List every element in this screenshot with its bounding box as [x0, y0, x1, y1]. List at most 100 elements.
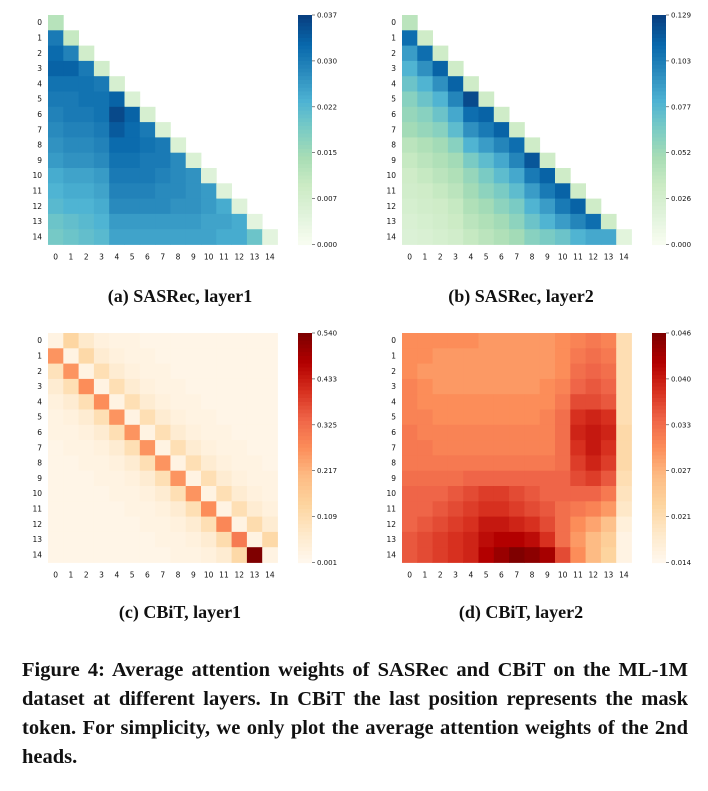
heatmap-cell [246, 409, 263, 426]
colorbar-segment [652, 378, 666, 384]
heatmap-cell [417, 486, 433, 502]
colorbar-segment [298, 535, 312, 541]
y-tick-label: 3 [37, 382, 42, 391]
colorbar-segment [652, 440, 666, 445]
y-tick-label: 10 [32, 489, 42, 498]
heatmap-cell [585, 531, 602, 548]
heatmap-cell [78, 76, 95, 92]
heatmap-cell [478, 394, 495, 410]
heatmap-cell [478, 501, 495, 517]
colorbar-segment [298, 375, 312, 380]
heatmap-cell [570, 531, 586, 548]
heatmap-cell [231, 409, 248, 426]
heatmap-cell [432, 516, 449, 533]
colorbar-segment [652, 543, 666, 548]
heatmap-cell [585, 440, 602, 456]
heatmap-cell [493, 333, 510, 349]
heatmap-cell [509, 333, 525, 349]
heatmap-cell [63, 363, 79, 380]
colorbar-segment [298, 554, 312, 560]
heatmap-cell [524, 394, 541, 410]
x-tick-label: 7 [514, 253, 519, 262]
x-tick-label: 3 [99, 253, 104, 262]
heatmap-cell [432, 501, 449, 517]
heatmap-cell [78, 547, 95, 563]
heatmap-cell [63, 76, 79, 92]
heatmap-cell [78, 409, 95, 426]
y-tick-label: 9 [37, 474, 42, 483]
heatmap-cell [447, 394, 464, 410]
heatmap-cell [524, 229, 541, 245]
colorbar-tick-label: 0.052 [671, 149, 691, 157]
heatmap-cell [124, 91, 141, 108]
heatmap-cell [585, 516, 602, 533]
heatmap-cell [417, 60, 433, 77]
heatmap-cell [78, 501, 95, 517]
colorbar-tick-label: 0.026 [671, 195, 692, 203]
heatmap-cell [478, 363, 495, 380]
heatmap-cell [78, 229, 95, 245]
heatmap-cell [216, 183, 232, 199]
heatmap-cell [570, 333, 586, 349]
heatmap-cell [63, 378, 79, 395]
colorbar-segment [298, 64, 312, 70]
colorbar-tick-label: 0.103 [671, 57, 691, 65]
heatmap-cell [170, 394, 187, 410]
heatmap-cell [417, 378, 433, 395]
heatmap-cell [402, 168, 418, 184]
x-tick-label: 2 [84, 253, 89, 262]
heatmap-cell [124, 547, 141, 563]
heatmap-cell [63, 531, 79, 548]
colorbar-segment [298, 474, 312, 479]
x-tick-label: 4 [114, 571, 119, 580]
x-tick-label: 11 [573, 253, 583, 262]
colorbar-segment [298, 202, 312, 207]
heatmap-cell [48, 168, 64, 184]
colorbar-segment [298, 145, 312, 150]
heatmap-cell [124, 455, 141, 472]
heatmap-cell [124, 516, 141, 533]
heatmap-cell [139, 424, 156, 441]
colorbar-segment [298, 390, 312, 395]
colorbar-tick-label: 0.030 [317, 57, 337, 65]
colorbar-segment [298, 558, 312, 564]
heatmap-cell [109, 409, 125, 426]
colorbar-segment [652, 72, 666, 77]
heatmap-cell [155, 152, 171, 169]
heatmap-cell [600, 363, 617, 380]
y-tick-label: 5 [37, 413, 42, 422]
heatmap-cell [524, 168, 541, 184]
heatmap-cell [170, 378, 187, 395]
heatmap-cell [109, 440, 125, 456]
colorbar-segment [652, 386, 666, 391]
heatmap-cell [201, 547, 217, 563]
heatmap-cell [93, 547, 110, 563]
heatmap-cell [155, 424, 171, 441]
colorbar-segment [652, 390, 666, 395]
colorbar-segment [298, 440, 312, 445]
colorbar-segment [652, 240, 666, 246]
y-tick-label: 11 [32, 186, 42, 195]
y-tick-label: 13 [32, 535, 42, 544]
colorbar-segment [652, 156, 666, 161]
heatmap-cell [432, 348, 449, 364]
heatmap-cell [246, 378, 263, 395]
heatmap-cell [463, 137, 479, 154]
heatmap-cell [139, 394, 156, 410]
heatmap-cell [139, 333, 156, 349]
heatmap-cell [231, 229, 248, 245]
x-tick-label: 2 [438, 253, 443, 262]
heatmap-cell [170, 183, 187, 199]
colorbar-segment [652, 493, 666, 499]
heatmap-cell [555, 213, 571, 230]
heatmap-cell [555, 333, 571, 349]
heatmap-cell [524, 440, 541, 456]
heatmap-cell [402, 152, 418, 169]
heatmap-cell [402, 229, 418, 245]
heatmap-cell [109, 531, 125, 548]
colorbar-tick-label: 0.109 [317, 513, 337, 521]
heatmap-cell [417, 348, 433, 364]
colorbar-segment [652, 443, 666, 449]
heatmap-cell [463, 470, 479, 487]
colorbar-segment [298, 455, 312, 460]
